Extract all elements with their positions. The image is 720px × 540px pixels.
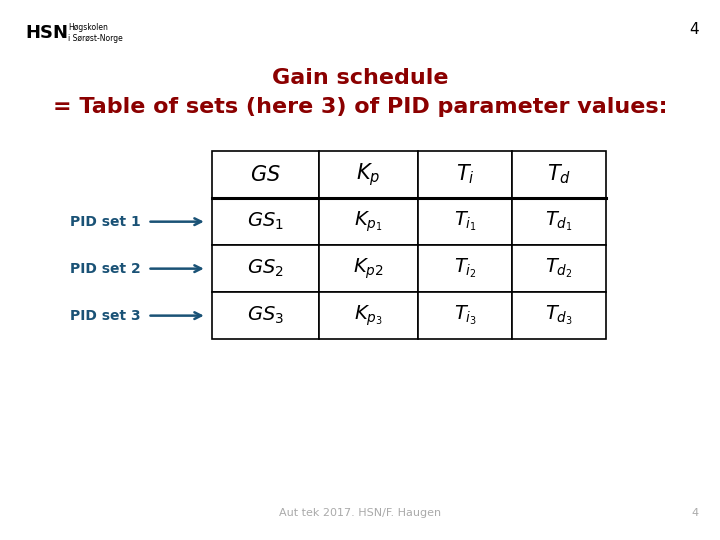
Bar [212, 292, 319, 339]
Bar [418, 198, 512, 245]
Bar [512, 292, 606, 339]
Text: $T_{d_1}$: $T_{d_1}$ [545, 210, 572, 233]
Text: $GS_1$: $GS_1$ [247, 211, 284, 232]
Text: $GS_2$: $GS_2$ [247, 258, 284, 279]
Text: PID set 3: PID set 3 [70, 309, 140, 322]
Text: $T_{i_1}$: $T_{i_1}$ [454, 210, 477, 233]
Bar [418, 245, 512, 292]
Text: $T_{i_2}$: $T_{i_2}$ [454, 257, 477, 280]
Text: $GS$: $GS$ [251, 165, 281, 185]
Text: $K_{p_3}$: $K_{p_3}$ [354, 303, 383, 328]
Text: $K_p$: $K_p$ [356, 161, 381, 188]
Text: $K_{p2}$: $K_{p2}$ [354, 256, 384, 281]
Text: PID set 1: PID set 1 [70, 215, 140, 228]
Bar [212, 151, 319, 198]
Text: Gain schedule: Gain schedule [271, 68, 449, 87]
Text: HSN: HSN [25, 24, 68, 42]
Bar [418, 292, 512, 339]
Text: $T_i$: $T_i$ [456, 163, 474, 186]
Bar [319, 245, 418, 292]
Bar [319, 292, 418, 339]
Text: $GS_3$: $GS_3$ [247, 305, 284, 326]
Bar [212, 198, 319, 245]
Text: 4: 4 [689, 22, 698, 37]
Text: Høgskolen
i Sørøst-Norge: Høgskolen i Sørøst-Norge [68, 23, 123, 44]
Bar [212, 245, 319, 292]
Text: $K_{p_1}$: $K_{p_1}$ [354, 210, 383, 234]
Text: $T_{i_3}$: $T_{i_3}$ [454, 304, 477, 327]
Bar [512, 245, 606, 292]
Bar [418, 151, 512, 198]
Bar [512, 198, 606, 245]
Bar [319, 151, 418, 198]
Bar [319, 198, 418, 245]
Text: Aut tek 2017. HSN/F. Haugen: Aut tek 2017. HSN/F. Haugen [279, 508, 441, 518]
Text: 4: 4 [691, 508, 698, 518]
Text: $T_{d_3}$: $T_{d_3}$ [545, 304, 572, 327]
Text: = Table of sets (here 3) of PID parameter values:: = Table of sets (here 3) of PID paramete… [53, 97, 667, 117]
Text: $T_d$: $T_d$ [546, 163, 571, 186]
Text: $T_{d_2}$: $T_{d_2}$ [545, 257, 572, 280]
Bar [512, 151, 606, 198]
Text: PID set 2: PID set 2 [70, 262, 140, 275]
